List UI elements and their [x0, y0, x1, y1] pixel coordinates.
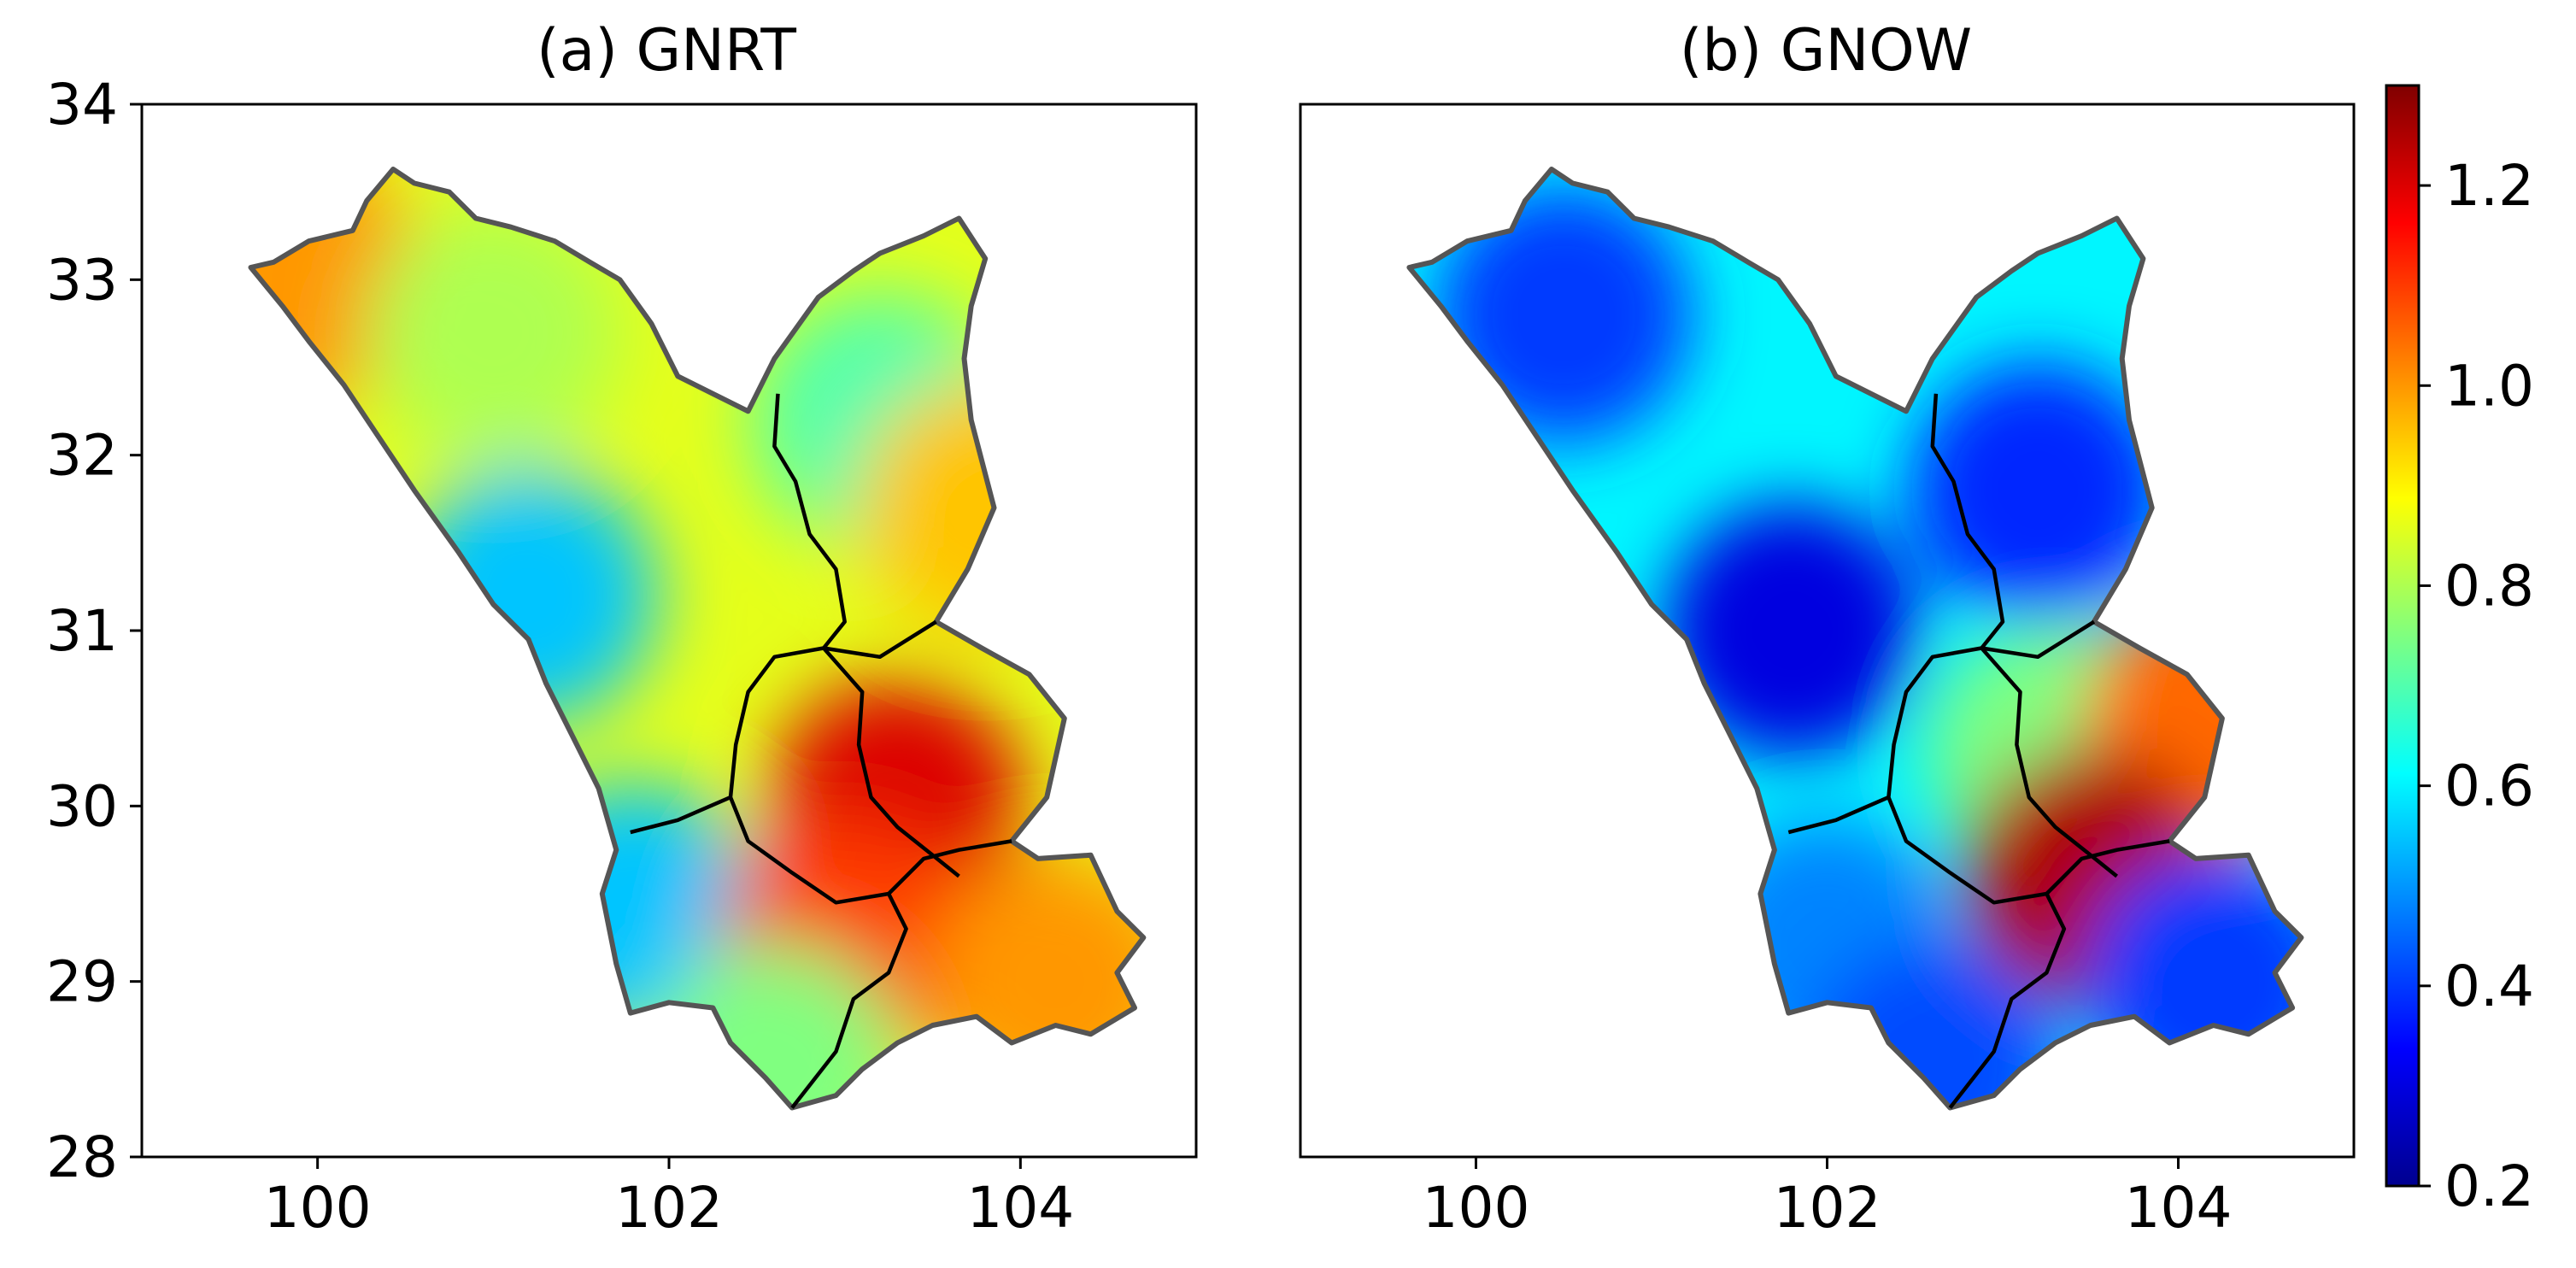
- panel-b-gnow: (b) GNOW 100 102 104: [1299, 17, 2356, 1241]
- panel-a-ticks: 100 102 104 28 29 30 31 32 33 34: [46, 72, 1074, 1241]
- colorbar-tick-label: 1.0: [2444, 353, 2534, 419]
- panel-a-region-4: [857, 379, 1114, 637]
- panel-b-subbasin-lines: [1787, 393, 2170, 1109]
- panel-b-subbasin-line-2: [1980, 647, 2119, 878]
- panel-b-xtick-label: 104: [2125, 1175, 2233, 1241]
- panel-b-subbasin-line-0: [1930, 393, 2096, 660]
- panel-a-subbasin-line-4: [790, 892, 908, 1109]
- colorbar-ticks: 0.2 0.4 0.6 0.8 1.0 1.2: [2419, 153, 2534, 1219]
- panel-a-subbasin-line-0: [772, 393, 937, 660]
- colorbar-tick-label: 0.2: [2444, 1154, 2534, 1219]
- panel-a-subbasin-line-3: [630, 795, 731, 835]
- panel-b-title: (b) GNOW: [1680, 17, 1972, 85]
- colorbar-gradient: [2385, 84, 2421, 1188]
- panel-a-subbasin-line-1: [728, 646, 1012, 905]
- panel-b-subbasin-line-3: [1787, 795, 1890, 835]
- panel-a-ytick-label: 32: [46, 423, 118, 489]
- colorbar-tick-label: 1.2: [2444, 153, 2534, 219]
- panel-a-region-1: [365, 203, 622, 461]
- panel-a-ytick-label: 29: [46, 949, 118, 1015]
- panel-b-ticks: 100 102 104: [1423, 1157, 2233, 1241]
- panel-a-xtick-label: 102: [615, 1175, 723, 1241]
- panel-a-basin-outline: [248, 167, 1147, 1111]
- panel-a-ytick-label: 28: [46, 1124, 118, 1190]
- panel-a-region-2: [400, 467, 657, 724]
- panel-a-xtick-label: 100: [264, 1175, 372, 1241]
- panel-b-xtick-label: 102: [1774, 1175, 1881, 1241]
- panel-b-basin-outline: [1406, 167, 2304, 1111]
- panel-a-region-0: [250, 169, 429, 408]
- panel-b-subbasin-line-4: [1948, 892, 2067, 1109]
- panel-b-subbasin-line-1: [1887, 646, 2170, 905]
- panel-b-region-2: [1910, 361, 2167, 619]
- panel-a-title: (a) GNRT: [537, 17, 796, 85]
- panel-b-region-7: [2085, 853, 2302, 1108]
- colorbar: 0.2 0.4 0.6 0.8 1.0 1.2: [2385, 84, 2534, 1219]
- panel-a-ytick-label: 33: [46, 247, 118, 313]
- colorbar-tick-label: 0.4: [2444, 954, 2534, 1019]
- panel-b-xtick-label: 100: [1423, 1175, 1530, 1241]
- panel-a-ytick-label: 34: [46, 72, 118, 138]
- panel-a-xtick-label: 104: [966, 1175, 1074, 1241]
- colorbar-tick-label: 0.8: [2444, 553, 2534, 619]
- panel-a-region-8: [927, 853, 1144, 1108]
- colorbar-tick-label: 0.6: [2444, 754, 2534, 819]
- panel-b-region-1: [1664, 502, 1921, 759]
- panel-a-subbasin-lines: [630, 393, 1012, 1109]
- panel-a-ytick-label: 30: [46, 773, 118, 839]
- panel-a-ytick-label: 31: [46, 598, 118, 664]
- panel-a-subbasin-line-2: [822, 647, 960, 878]
- panel-a-gnrt: (a) GNRT 100 102 104 28 29 30 31 32 33 34: [46, 17, 1198, 1241]
